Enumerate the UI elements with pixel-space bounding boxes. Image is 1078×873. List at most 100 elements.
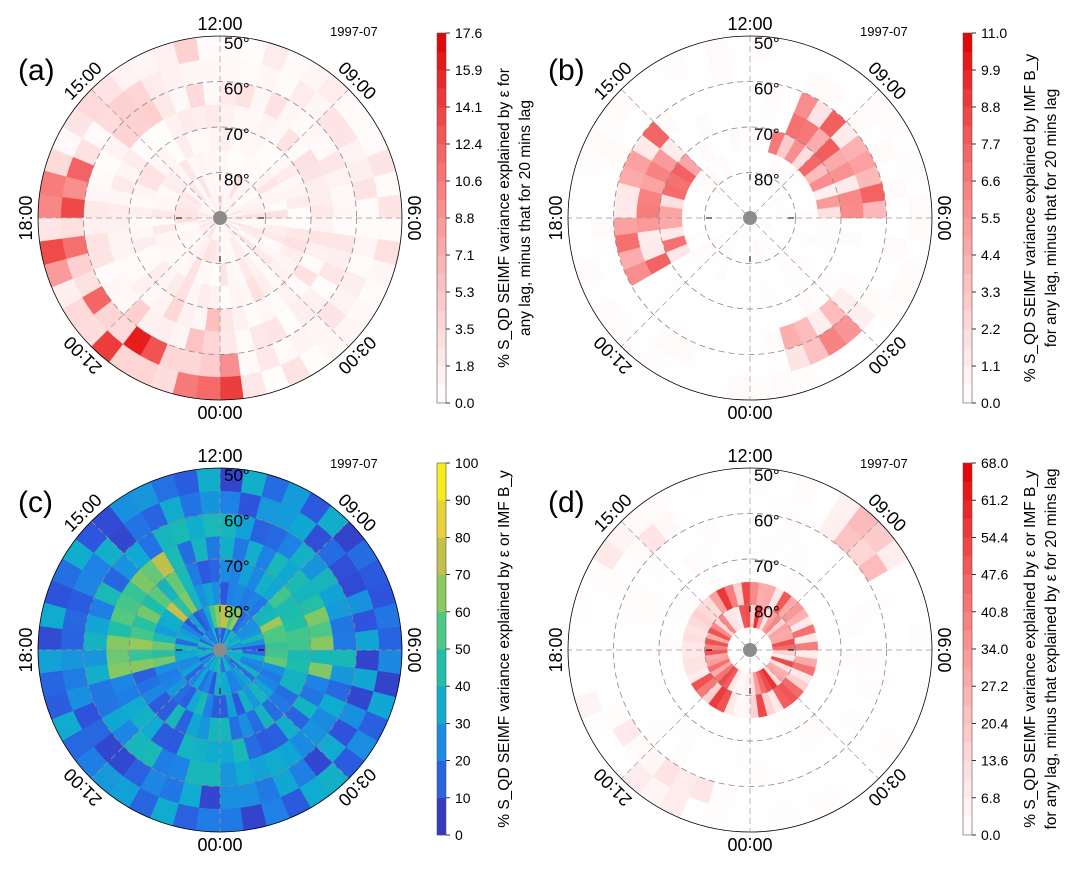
heatmap-cell — [885, 217, 910, 240]
heatmap-cells — [37, 467, 403, 833]
colorbar-step — [963, 199, 972, 219]
latitude-label: 70° — [224, 557, 250, 576]
latitude-label: 60° — [224, 512, 250, 531]
heatmap-cell — [613, 199, 638, 219]
heatmap-cell — [590, 196, 615, 219]
mlt-label: 18:00 — [546, 627, 566, 672]
heatmap-cell — [60, 628, 85, 651]
colorbar-tick-label: 30 — [455, 715, 471, 731]
colorbar-step — [437, 51, 446, 71]
colorbar-step — [963, 760, 972, 780]
latitude-gridline — [704, 172, 796, 264]
colorbar-tick-label: 60 — [455, 604, 471, 620]
colorbar-tick-label: 15.9 — [455, 62, 482, 78]
mlt-label: 00:00 — [727, 402, 772, 422]
colorbar-tick-label: 14.1 — [455, 99, 482, 115]
colorbar-step — [963, 611, 972, 631]
colorbar-step — [963, 704, 972, 724]
colorbar-title-line1: % S_QD SEIMF variance explained by ε or … — [496, 470, 513, 828]
colorbar-tick-label: 1.8 — [455, 358, 475, 374]
colorbar-step — [963, 33, 972, 52]
heatmap-cell — [726, 807, 751, 833]
colorbar-step — [437, 125, 446, 145]
latitude-label: 80° — [754, 171, 780, 190]
heatmap-cell — [83, 631, 108, 651]
heatmap-cell — [567, 649, 593, 674]
polar-panel-a: 50°60°70°80°12:0009:0006:0003:0000:0021:… — [16, 14, 534, 422]
colorbar-tick-label: 4.4 — [981, 247, 1001, 263]
latitude-gridline — [704, 604, 796, 696]
heatmap-cell — [728, 58, 751, 83]
colorbar-tick-label: 10.6 — [455, 173, 482, 189]
colorbar-step — [963, 537, 972, 557]
heatmap-cell — [749, 785, 772, 810]
colorbar-step — [963, 500, 972, 520]
heatmap-cell — [862, 217, 887, 237]
colorbar-step — [963, 366, 972, 385]
heatmap-cell — [907, 626, 933, 651]
panel-label: (d) — [548, 486, 585, 519]
heatmap-cell — [198, 58, 221, 83]
colorbar-tick-label: 7.7 — [981, 136, 1001, 152]
heatmap-cell — [37, 217, 63, 242]
colorbar-tick-label: 3.5 — [455, 321, 475, 337]
heatmap-cell — [749, 375, 774, 401]
heatmap-cell — [567, 194, 593, 219]
colorbar-tick-label: 10 — [455, 790, 471, 806]
heatmap-cell — [885, 196, 910, 219]
heatmap-cell — [201, 330, 221, 355]
colorbar-step — [963, 816, 972, 836]
colorbar-tick-label: 3.3 — [981, 284, 1001, 300]
heatmap-cell — [567, 626, 593, 651]
heatmap-cell — [60, 649, 85, 672]
polar-panel-d: 50°60°70°80°12:0009:0006:0003:0000:0021:… — [546, 446, 1060, 854]
colorbar-tick-label: 100 — [455, 455, 479, 471]
colorbar-step — [963, 797, 972, 817]
colorbar-tick-label: 40.8 — [981, 604, 1008, 620]
colorbar: 0.0 1.1 2.2 3.3 4.4 5.5 6.6 7.7 8.8 9.9 11.0 % S_QD… — [962, 25, 1060, 411]
colorbar-tick-label: 1.1 — [981, 358, 1001, 374]
colorbar-tick-label: 61.2 — [981, 492, 1008, 508]
date-label: 1997-07 — [330, 24, 378, 39]
heatmap-cell — [377, 194, 403, 219]
heatmap-cell — [37, 626, 63, 651]
colorbar-step — [437, 199, 446, 219]
colorbar-title-line1: % S_QD SEIMF variance explained by IMF B… — [1022, 54, 1039, 382]
colorbar-step — [963, 107, 972, 126]
colorbar-tick-label: 13.6 — [981, 753, 1008, 769]
heatmap-cell — [728, 785, 751, 810]
heatmap-cell — [196, 807, 221, 833]
colorbar-step — [437, 760, 446, 799]
latitude-label: 80° — [754, 603, 780, 622]
colorbar-step — [963, 463, 972, 482]
heatmap-cell — [196, 375, 221, 401]
colorbar-step — [437, 236, 446, 256]
panel-label: (c) — [18, 486, 53, 519]
colorbar-step — [437, 255, 446, 274]
mlt-label: 00:00 — [197, 402, 242, 422]
mlt-label: 18:00 — [16, 627, 36, 672]
heatmap-cell — [749, 353, 772, 378]
latitude-label: 60° — [224, 80, 250, 99]
latitude-label: 50° — [754, 34, 780, 53]
latitude-label: 60° — [754, 80, 780, 99]
colorbar-step — [437, 574, 446, 613]
colorbar-step — [437, 723, 446, 761]
colorbar-step — [963, 88, 972, 108]
heatmap-cell — [332, 217, 357, 237]
mlt-label: 18:00 — [546, 195, 566, 240]
colorbar-step — [437, 88, 446, 108]
latitude-label: 80° — [224, 171, 250, 190]
heatmap-cell — [613, 631, 638, 651]
colorbar-step — [963, 593, 972, 613]
colorbar-tick-label: 2.2 — [981, 321, 1001, 337]
latitude-label: 70° — [224, 125, 250, 144]
mlt-label: 00:00 — [197, 834, 242, 854]
mlt-label: 12:00 — [727, 446, 772, 466]
colorbar-step — [437, 329, 446, 348]
mlt-label: 18:00 — [16, 195, 36, 240]
colorbar-step — [963, 649, 972, 668]
mlt-label: 06:00 — [934, 195, 954, 240]
heatmap-cell — [731, 762, 751, 787]
